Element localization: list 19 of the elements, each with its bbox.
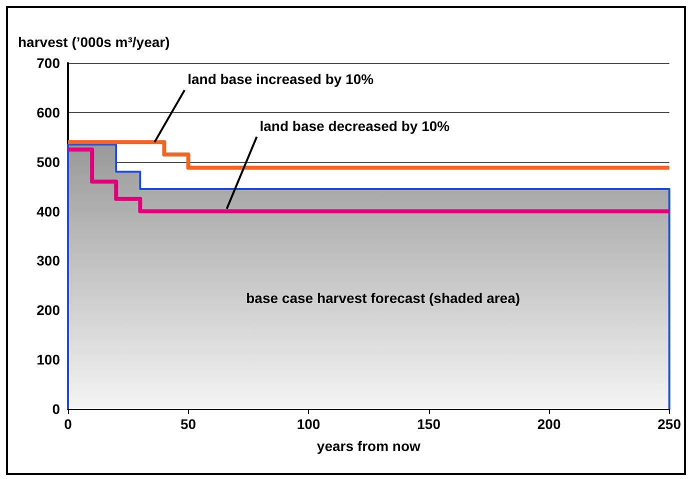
annotation: land base increased by 10% [188, 71, 374, 88]
annotation: land base decreased by 10% [260, 118, 450, 134]
y-tick-label: 500 [36, 154, 60, 170]
y-tick-label: 400 [36, 203, 60, 220]
y-tick-label: 100 [36, 352, 60, 368]
y-tick-label: 600 [36, 104, 60, 120]
x-tick-label: 50 [180, 416, 196, 432]
x-tick-label: 0 [64, 416, 72, 432]
y-tick-label: 300 [36, 252, 60, 269]
y-tick-label: 700 [36, 55, 60, 71]
y-tick-label: 200 [36, 302, 60, 318]
y-axis-title: harvest (’000s m³/year) [18, 34, 170, 50]
annotation: base case harvest forecast (shaded area) [246, 290, 520, 306]
x-tick-label: 150 [417, 416, 441, 432]
x-tick-label: 200 [537, 416, 561, 432]
x-tick-label: 100 [296, 416, 320, 432]
y-tick-label: 0 [52, 401, 60, 417]
x-tick-label: 250 [658, 416, 682, 432]
x-axis-title: years from now [316, 438, 421, 454]
